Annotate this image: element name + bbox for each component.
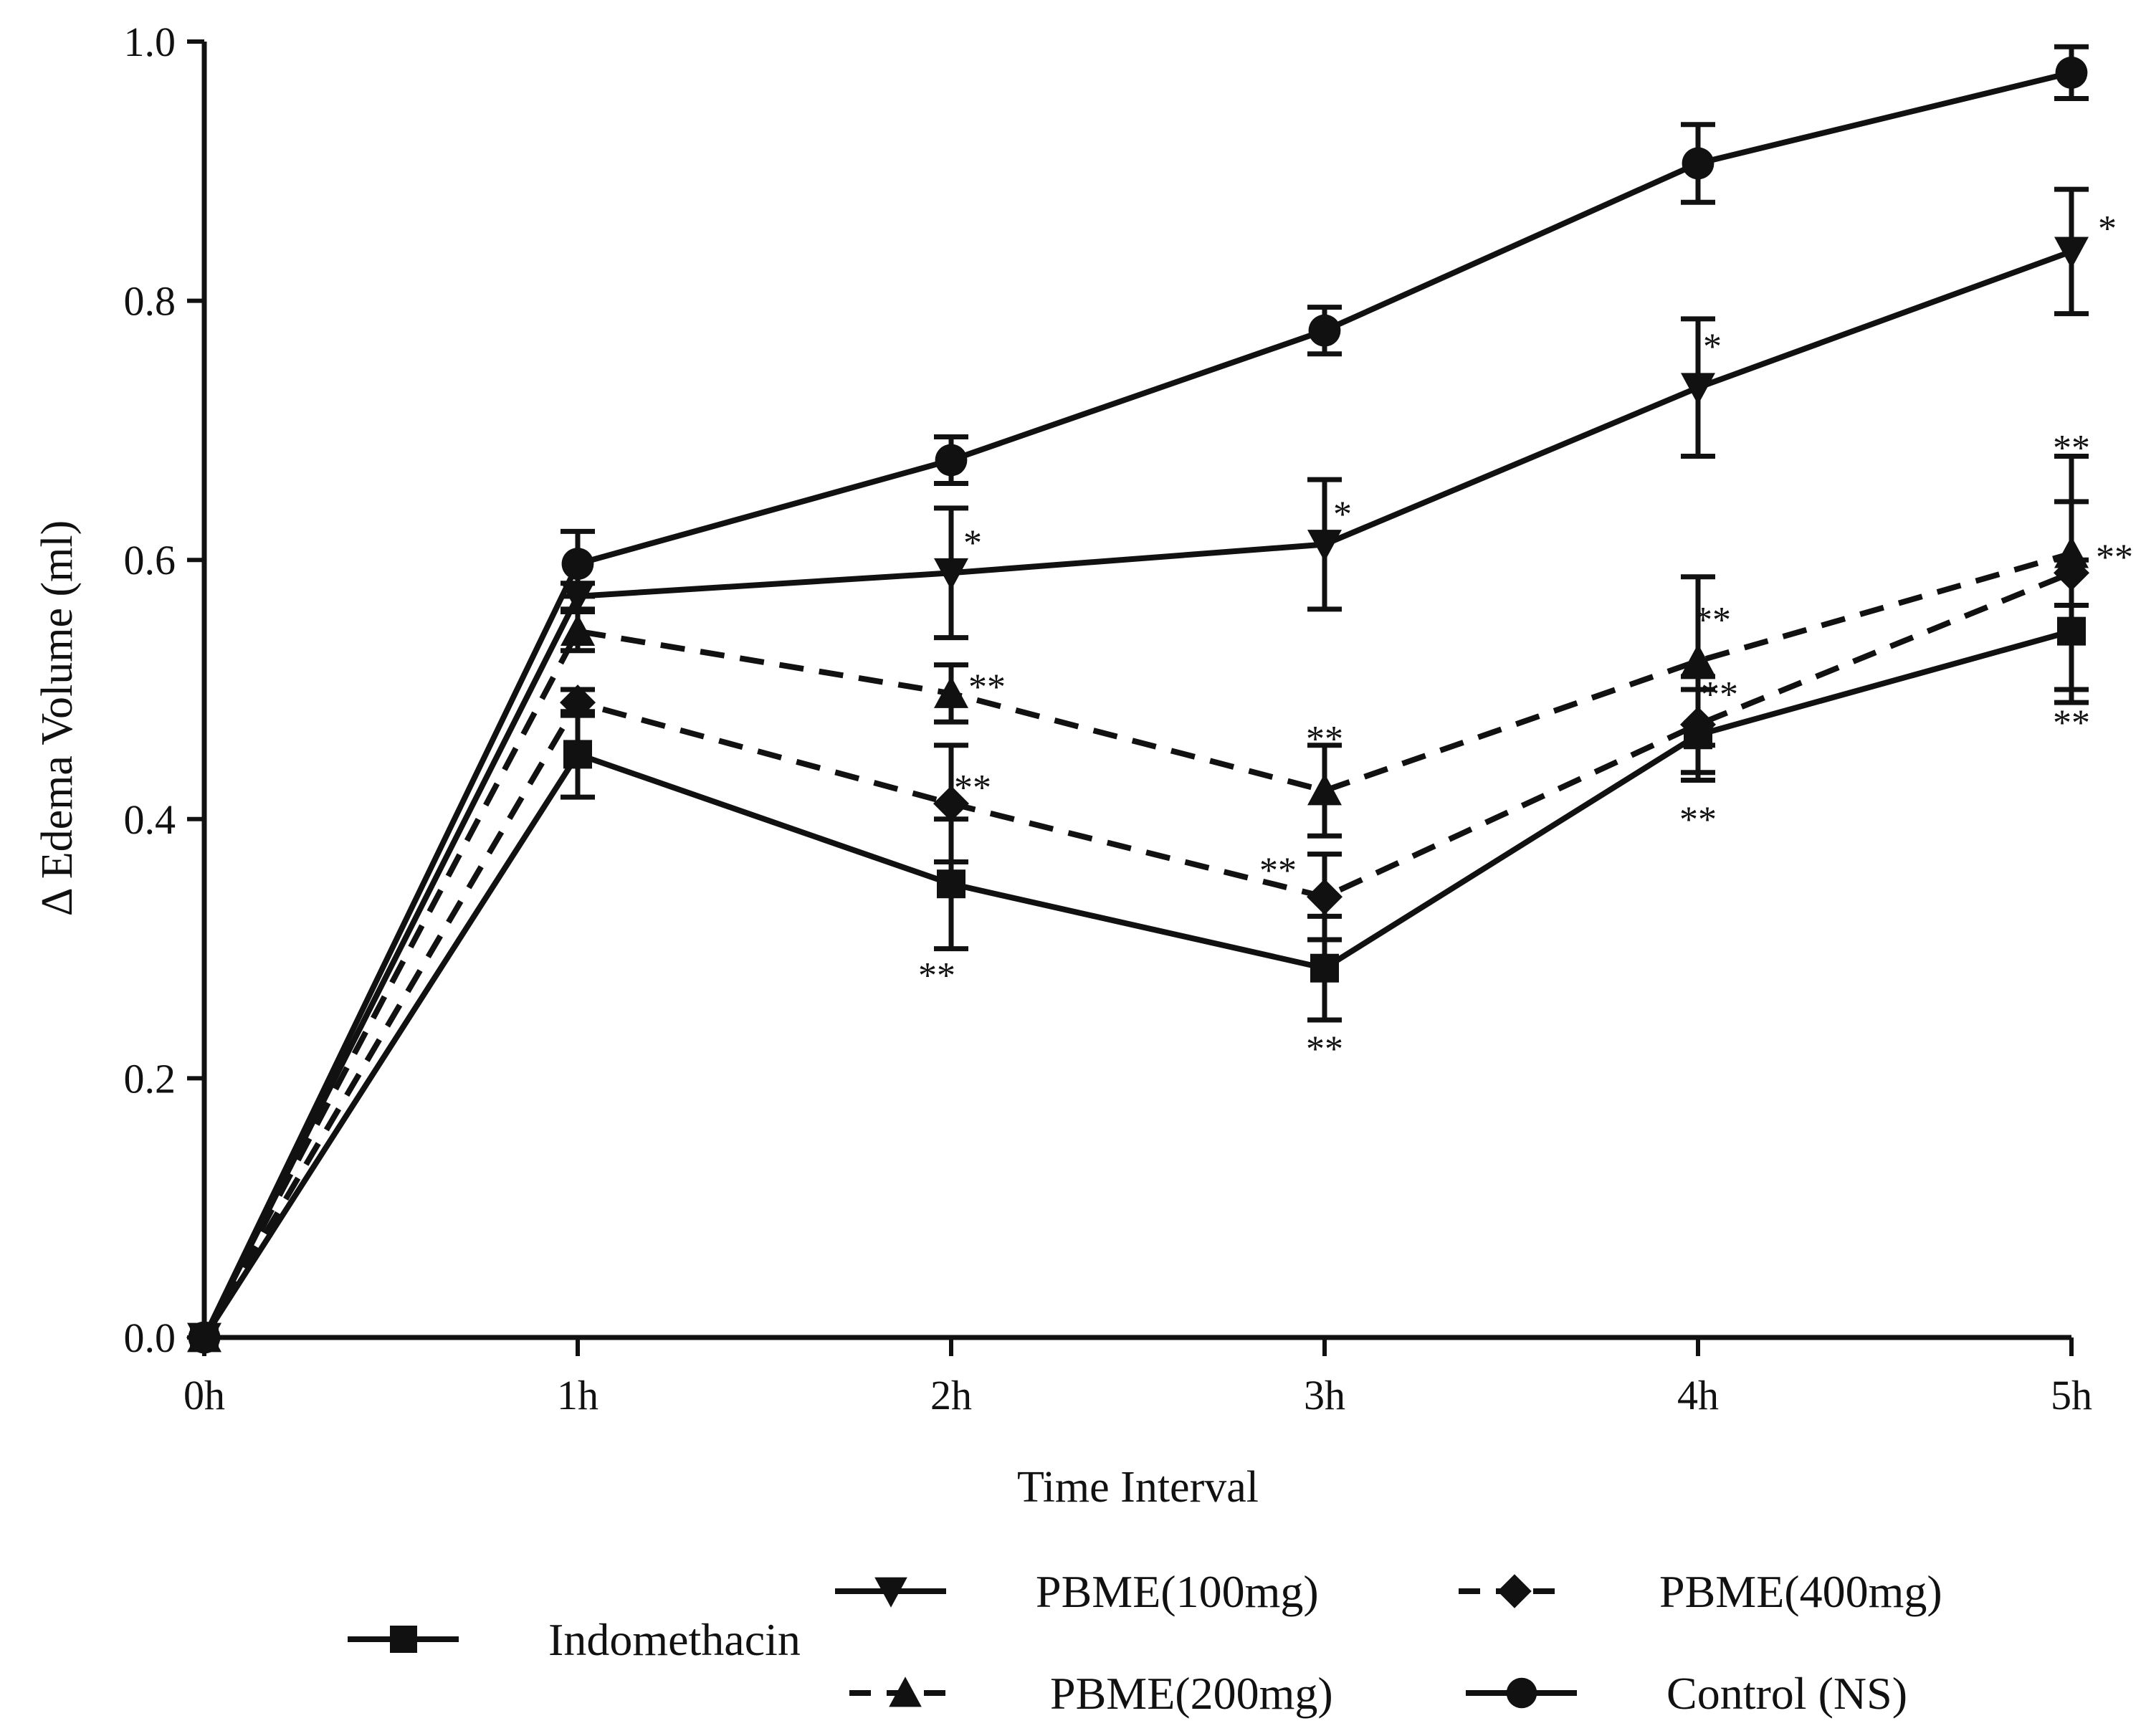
data-point [561, 614, 595, 647]
plot-area: **************************** [186, 44, 2133, 1355]
data-point [560, 685, 596, 721]
data-point [1681, 373, 1715, 405]
legend-item: PBME(100mg) [835, 1566, 1319, 1617]
significance-label: ** [968, 667, 1006, 707]
x-tick-label: 4h [1677, 1372, 1719, 1418]
significance-label: ** [1259, 850, 1297, 891]
series-pbme-100mg-: **** [187, 186, 2117, 1355]
significance-label: ** [954, 768, 991, 809]
data-point [1307, 773, 1342, 806]
data-point [933, 786, 969, 822]
x-axis-title: Time Interval [1017, 1463, 1259, 1512]
data-point [188, 1321, 221, 1354]
data-point [1682, 147, 1715, 180]
y-tick-label: 0.8 [124, 278, 176, 325]
axes: 0.0 0.2 0.4 0.6 0.8 1.0 0h 1h 2h 3h 4h 5h [124, 19, 2093, 1418]
legend-label: PBME(200mg) [1050, 1668, 1333, 1719]
y-axis-title: Δ Edema Volume (ml) [33, 520, 82, 916]
significance-label: * [2098, 209, 2117, 249]
legend-label: Indomethacin [548, 1614, 801, 1665]
significance-label: ** [1679, 799, 1717, 840]
legend-marker [889, 1677, 922, 1707]
data-point [937, 869, 965, 899]
series-line [201, 249, 2073, 1339]
series-indomethacin: ** ** ** ** [190, 557, 2090, 1352]
data-point [1680, 706, 1716, 743]
data-point [2054, 237, 2089, 269]
series-line [201, 550, 2073, 1339]
series-line [201, 70, 2072, 1339]
data-point [1681, 644, 1715, 676]
legend-item: PBME(400mg) [1459, 1566, 1942, 1617]
x-tick-label: 5h [2051, 1372, 2092, 1418]
series-pbme-200mg-: ******** [187, 428, 2090, 1353]
y-tick-label: 0.2 [124, 1055, 176, 1102]
x-tick-label: 2h [930, 1372, 972, 1418]
legend-label: PBME(100mg) [1036, 1566, 1319, 1617]
legend-item: PBME(200mg) [849, 1668, 1333, 1719]
significance-label: ** [1306, 719, 1343, 760]
data-point [1307, 879, 1343, 915]
significance-label: ** [1694, 600, 1731, 641]
data-point [1307, 530, 1342, 562]
x-tick-label: 1h [557, 1372, 599, 1418]
legend-label: PBME(400mg) [1659, 1566, 1942, 1617]
significance-label: * [1703, 327, 1722, 368]
series-line [201, 570, 2073, 1340]
significance-label: ** [918, 955, 955, 996]
significance-label: ** [1701, 674, 1738, 715]
significance-label: * [963, 523, 982, 563]
legend-item: Indomethacin [348, 1614, 801, 1665]
legend-marker [874, 1577, 907, 1608]
data-point [2055, 56, 2088, 89]
y-tick-label: 0.6 [124, 537, 176, 583]
legend-label: Control (NS) [1666, 1668, 1907, 1719]
x-tick-label: 0h [183, 1372, 225, 1418]
data-point [561, 548, 594, 581]
significance-label: ** [1306, 1029, 1343, 1070]
legend-marker [1506, 1677, 1537, 1709]
y-tick-label: 1.0 [124, 19, 176, 65]
series-line [201, 628, 2073, 1340]
legend: Indomethacin PBME(100mg) PBME(200mg) PBME(4… [348, 1566, 1942, 1719]
legend-marker [1497, 1574, 1532, 1608]
significance-label: * [1333, 495, 1352, 535]
significance-label: ** [2096, 537, 2133, 578]
legend-item: Control (NS) [1466, 1668, 1907, 1719]
series-control-ns- [188, 44, 2089, 1354]
y-tick-label: 0.0 [124, 1315, 176, 1361]
legend-marker [390, 1626, 417, 1653]
significance-label: ** [2053, 703, 2090, 744]
y-tick-label: 0.4 [124, 796, 176, 843]
data-point [563, 740, 592, 769]
data-point [2054, 555, 2089, 591]
data-point [1308, 314, 1341, 347]
data-point [934, 676, 968, 708]
data-point [1310, 953, 1339, 983]
x-tick-label: 3h [1304, 1372, 1345, 1418]
data-point [934, 558, 968, 591]
data-point [935, 444, 968, 477]
series-pbme-400mg-: ******** [186, 454, 2133, 1355]
